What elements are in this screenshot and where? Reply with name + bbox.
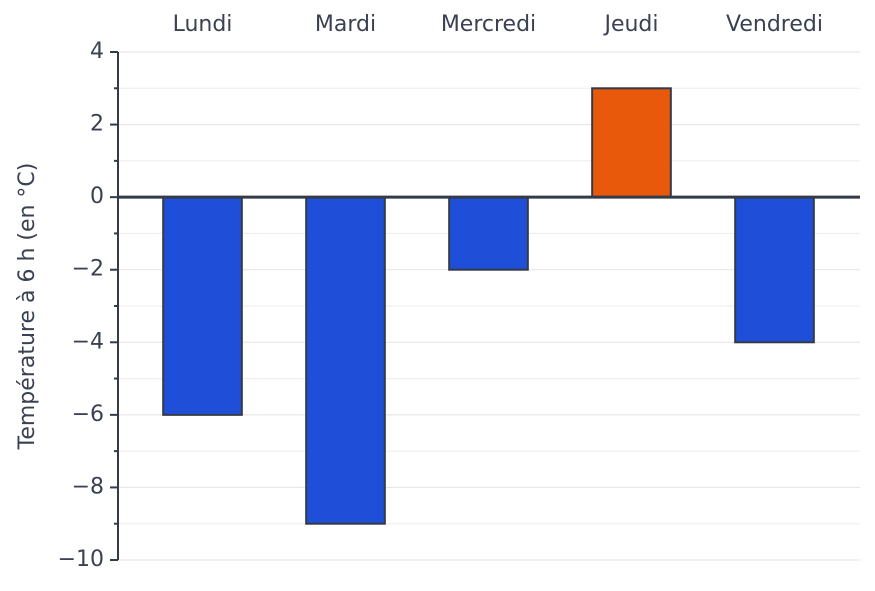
y-tick-label: −10	[58, 547, 104, 572]
x-tick-label: Vendredi	[726, 12, 823, 37]
bar	[591, 87, 672, 199]
bar	[162, 196, 243, 416]
y-tick-label: 0	[90, 184, 104, 209]
y-tick-label: −4	[72, 329, 104, 354]
y-tick-label: 2	[90, 112, 104, 137]
bar	[448, 196, 529, 271]
x-tick-label: Mardi	[315, 12, 376, 37]
x-tick-label: Mercredi	[441, 12, 536, 37]
y-tick-label: −8	[72, 474, 104, 499]
y-tick-label: −2	[72, 257, 104, 282]
x-tick-label: Lundi	[173, 12, 233, 37]
bar	[305, 196, 386, 525]
y-tick-label: −6	[72, 402, 104, 427]
x-tick-label: Jeudi	[602, 12, 658, 37]
bar	[734, 196, 815, 344]
y-axis-label: Température à 6 h (en °C)	[15, 163, 40, 451]
y-tick-label: 4	[90, 39, 104, 64]
